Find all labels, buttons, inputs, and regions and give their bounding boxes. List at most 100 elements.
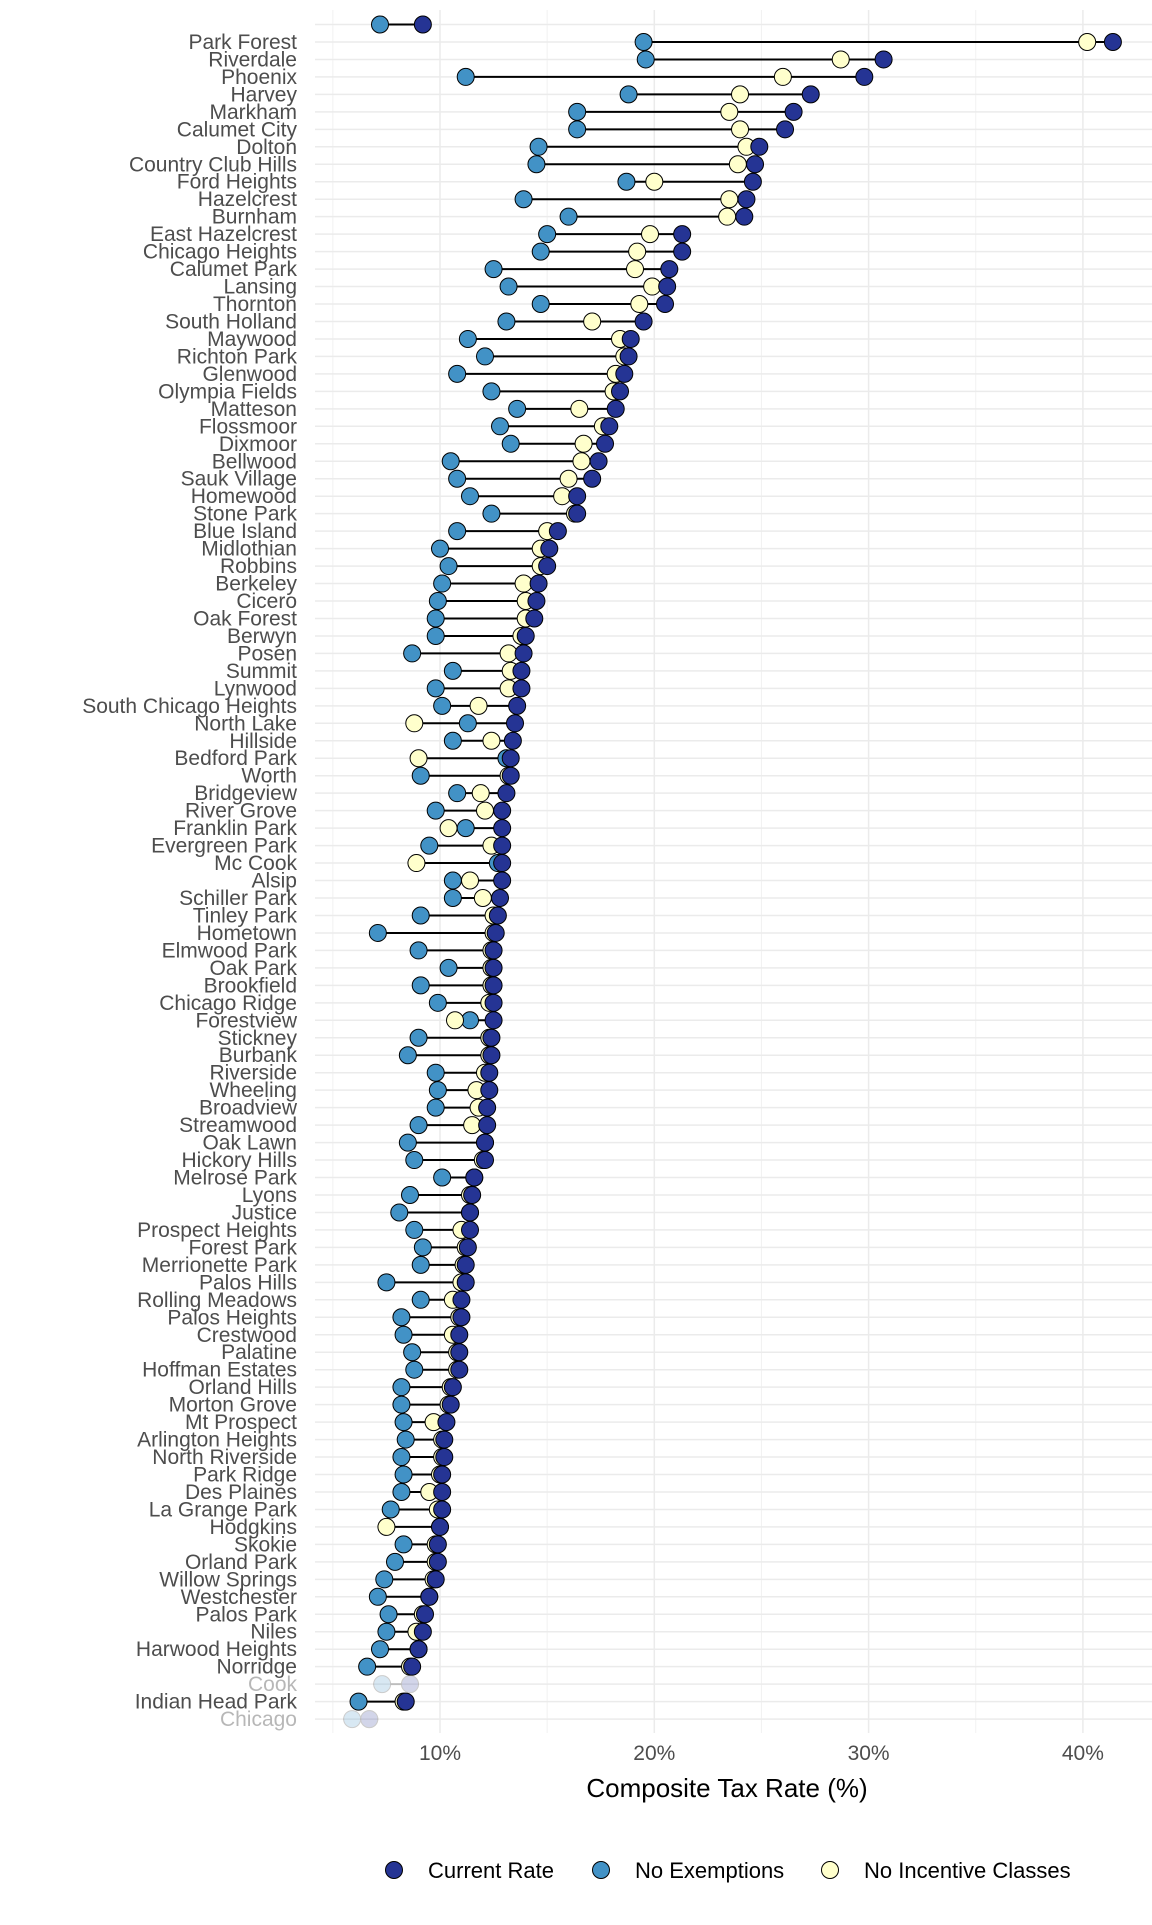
no-exemptions-point xyxy=(514,190,533,209)
row-palos-heights xyxy=(392,1308,471,1327)
y-axis-label: Dolton xyxy=(236,136,297,159)
no-exemptions-point xyxy=(394,1325,413,1344)
no-exemptions-point xyxy=(349,1692,368,1711)
current-point xyxy=(501,749,520,768)
current-point xyxy=(615,364,634,383)
no-exemptions-point xyxy=(398,1133,417,1152)
current-point xyxy=(482,1028,501,1047)
current-point xyxy=(428,1535,447,1554)
y-axis-label: Broadview xyxy=(199,1097,298,1120)
no-exemptions-point xyxy=(433,1168,452,1187)
current-point xyxy=(443,1378,462,1397)
y-axis-label: Streamwood xyxy=(179,1114,297,1137)
current-point xyxy=(743,172,762,191)
no-exemptions-point xyxy=(398,1046,417,1065)
current-point xyxy=(450,1360,469,1379)
no-exemptions-point xyxy=(370,15,389,34)
row-justice xyxy=(390,1203,480,1222)
y-axis-label: Burbank xyxy=(219,1044,298,1067)
no-exemptions-point xyxy=(568,120,587,139)
current-point xyxy=(484,1011,503,1030)
no-exemptions-point xyxy=(439,958,458,977)
no-exemptions-point xyxy=(392,1308,411,1327)
y-axis-label: Lynwood xyxy=(214,677,297,700)
no-exemptions-point xyxy=(497,312,516,331)
current-point xyxy=(420,1587,439,1606)
y-axis-label: Brookfield xyxy=(204,974,297,997)
current-point xyxy=(503,731,522,750)
row-flossmoor xyxy=(491,417,619,436)
no-exemptions-point xyxy=(433,696,452,715)
no-incentive-point xyxy=(641,225,660,244)
no-incentive-point xyxy=(570,399,589,418)
row-riverdale xyxy=(636,50,893,69)
no-exemptions-point xyxy=(405,1220,424,1239)
row-dolton xyxy=(529,137,769,156)
row-orland-hills xyxy=(392,1378,462,1397)
row-unlabeled xyxy=(370,15,432,34)
no-exemptions-point xyxy=(617,172,636,191)
row-hodgkins xyxy=(377,1517,449,1536)
row-lynwood xyxy=(426,679,531,698)
row-elmwood-park xyxy=(409,941,503,960)
no-exemptions-point xyxy=(375,1570,394,1589)
current-point xyxy=(461,1220,480,1239)
y-axis-label: Dixmoor xyxy=(219,433,297,456)
current-point xyxy=(493,801,512,820)
no-exemptions-point xyxy=(411,906,430,925)
no-exemptions-point xyxy=(499,277,518,296)
no-exemptions-point xyxy=(448,784,467,803)
legend-key-no-incentive xyxy=(821,1861,839,1879)
current-point xyxy=(750,137,769,156)
no-exemptions-point xyxy=(428,993,447,1012)
no-incentive-point xyxy=(643,277,662,296)
no-exemptions-point xyxy=(461,487,480,506)
no-exemptions-point xyxy=(411,976,430,995)
row-cicero xyxy=(428,592,546,611)
current-point xyxy=(450,1343,469,1362)
no-incentive-point xyxy=(630,295,649,314)
no-exemptions-point xyxy=(403,644,422,663)
no-exemptions-point xyxy=(409,941,428,960)
no-incentive-point xyxy=(720,102,739,121)
no-exemptions-point xyxy=(559,207,578,226)
no-exemptions-point xyxy=(568,102,587,121)
no-incentive-point xyxy=(461,871,480,890)
current-point xyxy=(634,312,653,331)
no-incentive-point xyxy=(731,85,750,104)
row-melrose-park xyxy=(433,1168,484,1187)
current-point xyxy=(484,941,503,960)
y-axis-label: South Chicago Heights xyxy=(82,695,297,718)
row-south-chicago-heights xyxy=(433,696,527,715)
no-exemptions-point xyxy=(392,1448,411,1467)
row-olympia-fields xyxy=(482,382,630,401)
no-exemptions-point xyxy=(458,329,477,348)
current-point xyxy=(431,1517,449,1536)
y-axis-label: Worth xyxy=(241,765,297,788)
row-ford-heights xyxy=(617,172,762,191)
y-axis-label: Arlington Heights xyxy=(137,1429,297,1452)
y-axis-label: Hoffman Estates xyxy=(142,1359,297,1382)
current-point xyxy=(583,469,602,488)
y-axis-label: Sauk Village xyxy=(181,468,297,491)
row-orland-park xyxy=(385,1552,447,1571)
y-axis-label: Park Forest xyxy=(188,31,297,54)
y-axis-label: Willow Springs xyxy=(159,1568,297,1591)
current-point xyxy=(501,766,520,785)
row-worth xyxy=(411,766,520,785)
current-point xyxy=(656,295,675,314)
no-exemptions-point xyxy=(411,1255,430,1274)
no-incentive-point xyxy=(553,487,572,506)
no-exemptions-point xyxy=(439,557,458,576)
no-incentive-point xyxy=(731,120,750,139)
current-point xyxy=(746,155,765,174)
no-exemptions-point xyxy=(428,592,447,611)
row-markham xyxy=(568,102,803,121)
y-axis-label: Oak Lawn xyxy=(202,1132,297,1155)
no-incentive-point xyxy=(499,644,518,663)
row-phoenix xyxy=(456,67,874,86)
no-incentive-point xyxy=(559,469,578,488)
current-point xyxy=(538,557,557,576)
no-exemptions-point xyxy=(396,1430,415,1449)
no-incentive-point xyxy=(628,242,647,261)
